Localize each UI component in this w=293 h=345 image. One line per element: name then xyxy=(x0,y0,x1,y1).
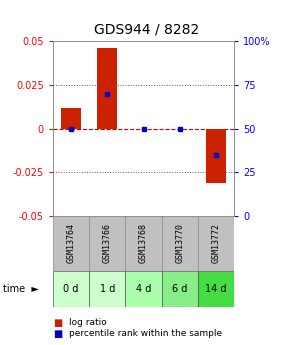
Text: GSM13770: GSM13770 xyxy=(176,223,184,263)
Text: percentile rank within the sample: percentile rank within the sample xyxy=(69,329,222,338)
Bar xyxy=(162,271,198,307)
Bar xyxy=(97,48,117,128)
Bar xyxy=(125,216,162,271)
Text: log ratio: log ratio xyxy=(69,318,107,327)
Bar xyxy=(61,108,81,128)
Text: 0 d: 0 d xyxy=(63,284,79,294)
Bar xyxy=(53,216,89,271)
Text: ■: ■ xyxy=(53,329,62,339)
Text: GSM13764: GSM13764 xyxy=(67,223,75,263)
Text: GSM13772: GSM13772 xyxy=(212,223,221,263)
Bar xyxy=(206,128,226,183)
Bar xyxy=(53,271,89,307)
Bar xyxy=(162,216,198,271)
Bar xyxy=(198,271,234,307)
Text: GSM13766: GSM13766 xyxy=(103,223,112,263)
Text: 1 d: 1 d xyxy=(100,284,115,294)
Text: 4 d: 4 d xyxy=(136,284,151,294)
Text: GSM13768: GSM13768 xyxy=(139,223,148,263)
Text: ■: ■ xyxy=(53,318,62,327)
Bar xyxy=(89,216,125,271)
Text: time  ►: time ► xyxy=(3,284,39,294)
Text: 14 d: 14 d xyxy=(205,284,227,294)
Text: GDS944 / 8282: GDS944 / 8282 xyxy=(94,22,199,37)
Text: 6 d: 6 d xyxy=(172,284,188,294)
Bar xyxy=(89,271,125,307)
Bar xyxy=(198,216,234,271)
Bar xyxy=(125,271,162,307)
